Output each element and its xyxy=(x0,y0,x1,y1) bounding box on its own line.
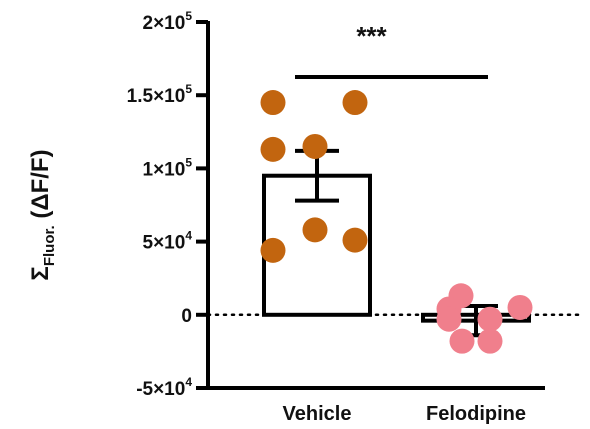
y-tick-label-4: 0 xyxy=(181,306,192,327)
data-point xyxy=(302,217,328,243)
y-tick-mantissa-2: 1×10 xyxy=(143,159,186,180)
x-category-label-1: Felodipine xyxy=(426,403,526,425)
y-tick-exponent-1: 5 xyxy=(185,82,192,96)
y-tick-label-1: 1.5×105 xyxy=(127,82,193,107)
y-tick-mantissa-1: 1.5×10 xyxy=(127,86,186,107)
y-tick-mantissa-5: -5×10 xyxy=(136,379,185,400)
data-point xyxy=(477,328,503,354)
significance-annotation: *** xyxy=(295,21,488,79)
data-point xyxy=(260,237,286,263)
data-point xyxy=(342,90,368,116)
significance-stars: *** xyxy=(356,21,387,51)
y-axis xyxy=(196,20,210,390)
y-tick-mantissa-4: 0 xyxy=(181,306,192,327)
data-point xyxy=(302,133,328,159)
bars-layer xyxy=(262,173,531,323)
y-axis-label-main: Σ xyxy=(27,266,54,280)
data-point xyxy=(436,306,462,332)
data-point xyxy=(477,306,503,332)
y-tick-exponent-5: 4 xyxy=(185,375,192,389)
y-tick-label-5: -5×104 xyxy=(136,375,192,400)
data-point xyxy=(260,136,286,162)
data-point xyxy=(342,227,368,253)
x-category-labels: Vehicle Felodipine xyxy=(283,403,526,425)
y-tick-label-3: 5×104 xyxy=(143,229,193,254)
y-tick-label-0: 2×105 xyxy=(143,9,193,34)
y-axis-label-sub: Fluor. xyxy=(41,225,58,266)
data-point xyxy=(260,90,286,116)
y-tick-label-2: 1×105 xyxy=(143,155,193,180)
data-point xyxy=(449,328,475,354)
data-points-layer xyxy=(260,90,533,354)
data-point xyxy=(507,294,533,320)
svg-text:ΣFluor. (ΔF/F): ΣFluor. (ΔF/F) xyxy=(27,149,58,280)
y-tick-mantissa-0: 2×10 xyxy=(143,13,186,34)
y-axis-label: ΣFluor. (ΔF/F) xyxy=(27,149,58,280)
y-tick-exponent-3: 4 xyxy=(185,229,192,243)
y-tick-mantissa-3: 5×10 xyxy=(143,233,186,254)
x-category-label-0: Vehicle xyxy=(283,403,352,425)
y-tick-exponent-2: 5 xyxy=(185,155,192,169)
y-axis-label-rest: (ΔF/F) xyxy=(27,149,54,225)
y-tick-exponent-0: 5 xyxy=(185,9,192,23)
